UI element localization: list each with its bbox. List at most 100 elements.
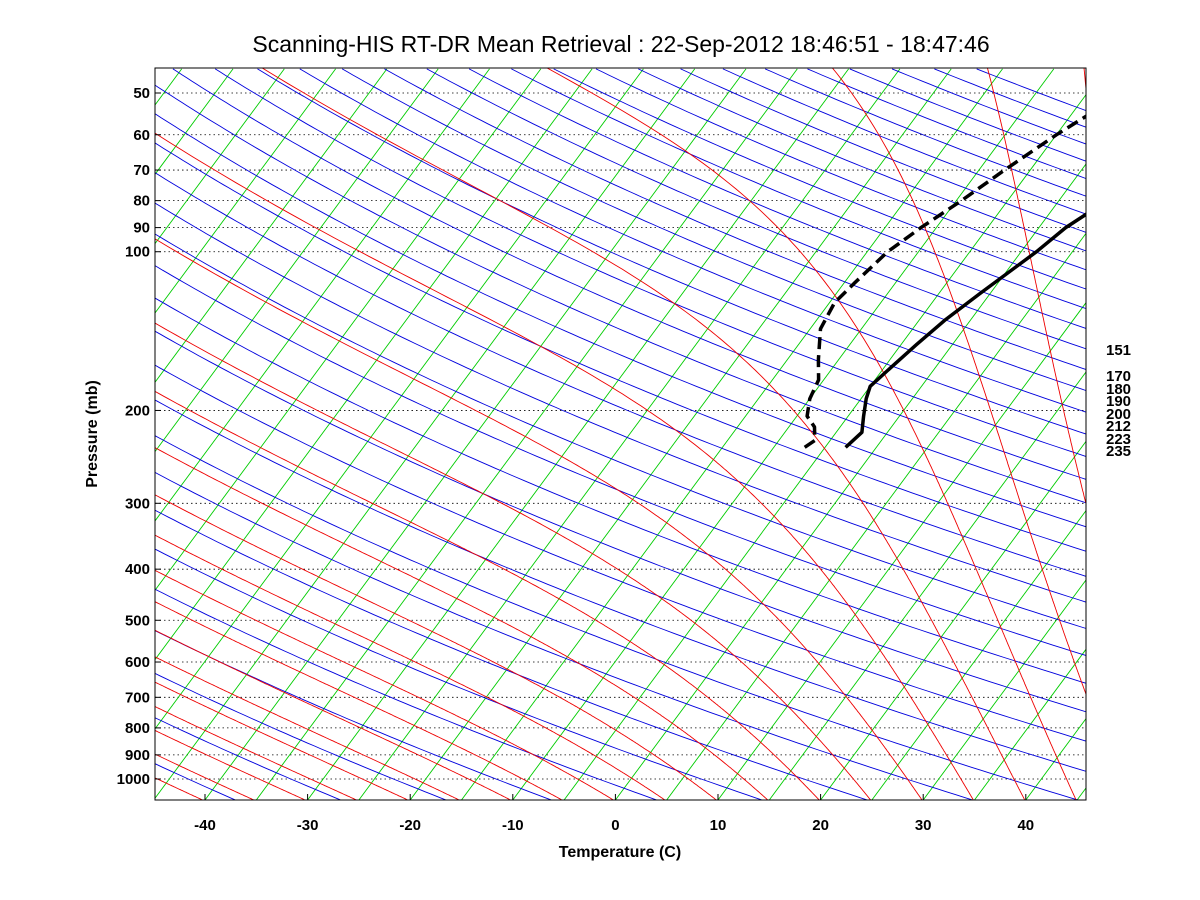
- isotherm-line: [409, 68, 952, 800]
- y-tick-label: 80: [133, 193, 150, 210]
- y-tick-label: 1000: [117, 771, 150, 788]
- dry-adiabat-line: [638, 68, 1086, 252]
- isotherm-line: [155, 68, 336, 314]
- moist-adiabat-line: [155, 681, 409, 800]
- isotherm-line: [512, 68, 1055, 800]
- dry-adiabat-line: [891, 68, 1086, 145]
- moist-adiabat-line: [155, 753, 256, 800]
- dry-adiabat-line: [976, 68, 1086, 112]
- right-label: 235: [1106, 443, 1131, 460]
- y-tick-label: 60: [133, 127, 150, 144]
- y-tick-label: 700: [125, 689, 150, 706]
- dry-adiabat-line: [0, 69, 132, 801]
- x-tick-label: -30: [297, 817, 319, 834]
- moist-adiabat-line: [155, 729, 307, 800]
- dry-adiabat-line: [155, 471, 975, 800]
- isotherm-line: [155, 68, 285, 245]
- chart-title: Scanning-HIS RT-DR Mean Retrieval : 22-S…: [252, 31, 989, 57]
- y-tick-label: 100: [125, 244, 150, 261]
- dry-adiabat-line: [426, 68, 1086, 350]
- dry-adiabat-line: [299, 68, 1086, 413]
- moist-adiabat-line: [155, 569, 615, 800]
- isotherm-line: [1179, 69, 1200, 801]
- isotherm-line: [358, 68, 901, 800]
- dry-adiabat-line: [214, 68, 1086, 457]
- right-label: 151: [1106, 342, 1131, 359]
- isotherm-line: [155, 68, 542, 592]
- temperature-profile-line: [844, 212, 1086, 449]
- isotherm-line: [973, 648, 1086, 800]
- isotherm-line: [155, 68, 388, 384]
- isotherm-line: [155, 68, 490, 522]
- right-label: 212: [1106, 418, 1131, 435]
- right-label: 200: [1106, 406, 1131, 423]
- plot-frame: [154, 67, 1087, 801]
- right-label: 180: [1106, 381, 1131, 398]
- moist-adiabat-line: [261, 68, 1026, 800]
- dry-adiabat-line: [155, 297, 1086, 684]
- y-tick-label: 90: [133, 220, 150, 237]
- dry-adiabat-line: [155, 717, 342, 800]
- isotherm-line: [0, 69, 28, 801]
- dry-adiabat-line: [468, 68, 1086, 329]
- isotherm-line: [255, 68, 798, 800]
- isotherm-line: [922, 579, 1086, 800]
- dry-adiabat-line: [155, 172, 1086, 577]
- moist-adiabat-line: [1083, 68, 1086, 94]
- x-axis-ticks: -40 -30 -20 -10 0 10 20 30 40: [194, 794, 1034, 834]
- dry-adiabat-line: [155, 548, 764, 800]
- moist-adiabat-line: [155, 494, 718, 800]
- dry-adiabat-line: [172, 68, 1086, 480]
- moist-adiabat-line: [155, 534, 666, 800]
- dry-adiabat-line: [934, 68, 1086, 128]
- moist-adiabat-line: [155, 629, 512, 800]
- dry-adiabat-line: [765, 68, 1086, 197]
- dry-adiabat-line: [257, 68, 1086, 435]
- isotherm-line: [460, 68, 1003, 800]
- moist-adiabat-line: [155, 777, 204, 800]
- dry-adiabat-line: [341, 68, 1086, 392]
- isotherm-line: [307, 68, 849, 800]
- isotherm-line: [768, 371, 1086, 800]
- dry-adiabat-line: [155, 672, 448, 800]
- y-tick-label: 50: [133, 85, 150, 102]
- dry-adiabat-line: [155, 265, 1086, 656]
- dry-adiabat-line: [384, 68, 1086, 370]
- isotherm-line: [155, 68, 234, 176]
- isotherm-line: [155, 68, 439, 453]
- dry-adiabat-line: [680, 68, 1086, 233]
- dry-adiabat-line: [511, 68, 1086, 310]
- moist-adiabat-line: [155, 656, 461, 800]
- y-tick-label: 800: [125, 720, 150, 737]
- right-label: 190: [1106, 393, 1131, 410]
- moist-adiabat-line: [155, 322, 872, 800]
- right-label: 170: [1106, 368, 1131, 385]
- dry-adiabat-line: [155, 364, 1086, 742]
- y-axis-label: Pressure (mb): [84, 380, 101, 488]
- x-tick-label: 0: [611, 817, 619, 834]
- isotherm-line: [563, 93, 1086, 800]
- dry-adiabat-line: [595, 68, 1086, 271]
- isotherm-line: [1076, 787, 1086, 800]
- dry-adiabat-line: [155, 399, 1086, 772]
- x-tick-label: -40: [194, 817, 216, 834]
- moist-adiabat-line: [155, 601, 563, 800]
- y-tick-label: 300: [125, 495, 150, 512]
- x-tick-label: 20: [812, 817, 829, 834]
- isotherm-line: [871, 509, 1086, 800]
- x-tick-label: -10: [502, 817, 524, 834]
- y-tick-label: 500: [125, 612, 150, 629]
- pressure-gridlines: [155, 92, 1086, 780]
- isotherm-line: [717, 301, 1086, 800]
- x-tick-label: 40: [1017, 817, 1034, 834]
- dry-adiabat-line: [155, 142, 1086, 552]
- isotherm-line: [1128, 69, 1200, 801]
- isotherm-line: [204, 68, 747, 800]
- background-lines: [0, 68, 1200, 801]
- moist-adiabat-line: [155, 132, 974, 800]
- y-tick-label: 600: [125, 654, 150, 671]
- y-tick-label: 400: [125, 561, 150, 578]
- y-axis-ticks: 50 60 70 80 90 100 200 300 400 500 600 700 800 900 100…: [117, 85, 161, 788]
